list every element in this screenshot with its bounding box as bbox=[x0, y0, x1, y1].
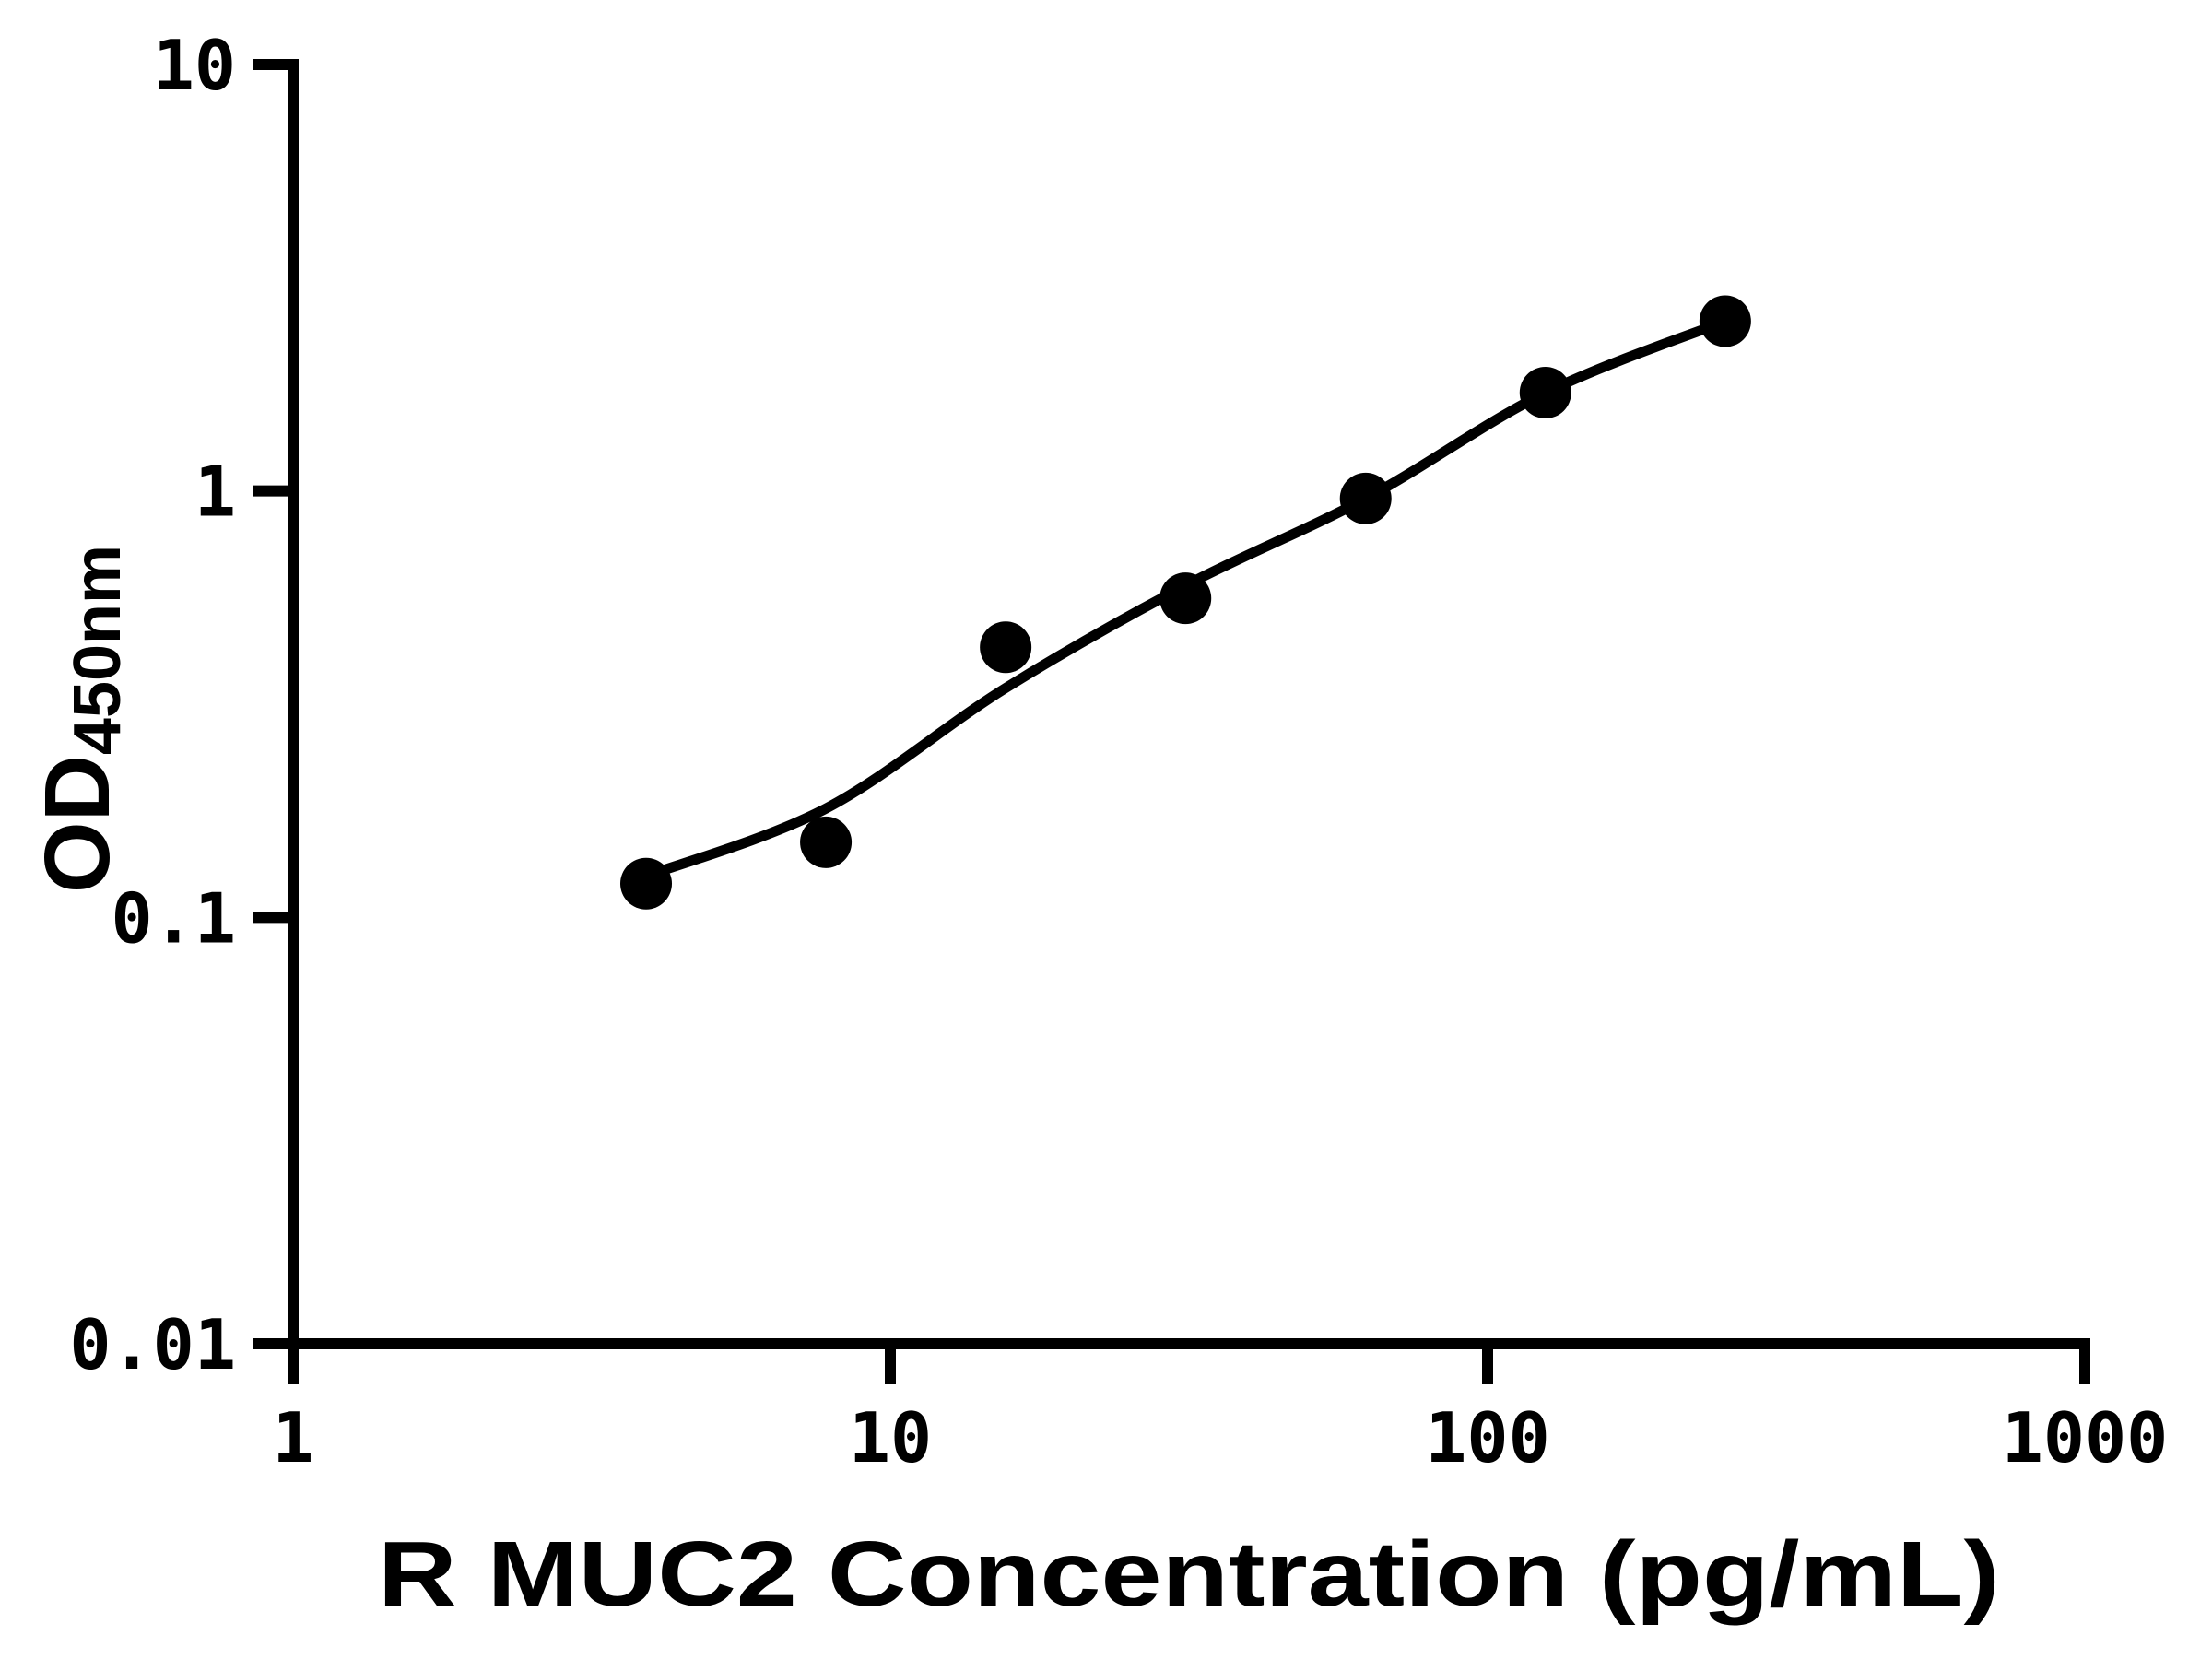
ticks-group bbox=[253, 59, 2090, 1384]
data-point bbox=[1159, 572, 1212, 625]
y-axis-title: OD450nm bbox=[26, 545, 135, 893]
data-point bbox=[1699, 295, 1751, 347]
axis-lines bbox=[288, 59, 2090, 1349]
y-tick-label: 0.1 bbox=[112, 877, 236, 959]
x-tick-label: 1000 bbox=[2002, 1397, 2169, 1478]
data-point bbox=[980, 621, 1032, 674]
y-tick-label: 1 bbox=[194, 452, 236, 533]
y-axis-title-main: OD bbox=[26, 755, 129, 893]
data-point bbox=[800, 816, 853, 868]
data-point bbox=[1339, 472, 1392, 524]
data-point bbox=[1519, 367, 1571, 419]
x-tick-label: 1 bbox=[272, 1397, 313, 1478]
axes-group bbox=[288, 59, 2090, 1349]
x-axis-title: R MUC2 Concentration (pg/mL) bbox=[378, 1523, 2000, 1626]
y-tick-label: 0.01 bbox=[69, 1304, 236, 1385]
data-point bbox=[620, 857, 673, 910]
x-tick-label: 10 bbox=[849, 1397, 932, 1478]
y-tick-label: 10 bbox=[153, 25, 236, 106]
plot-series-group bbox=[620, 295, 1751, 910]
x-tick-label: 100 bbox=[1425, 1397, 1549, 1478]
tick-labels-group: 0.01 0.1 1 10 1 10 100 1000 bbox=[69, 25, 2168, 1478]
y-axis-title-sub: 450nm bbox=[61, 545, 135, 755]
